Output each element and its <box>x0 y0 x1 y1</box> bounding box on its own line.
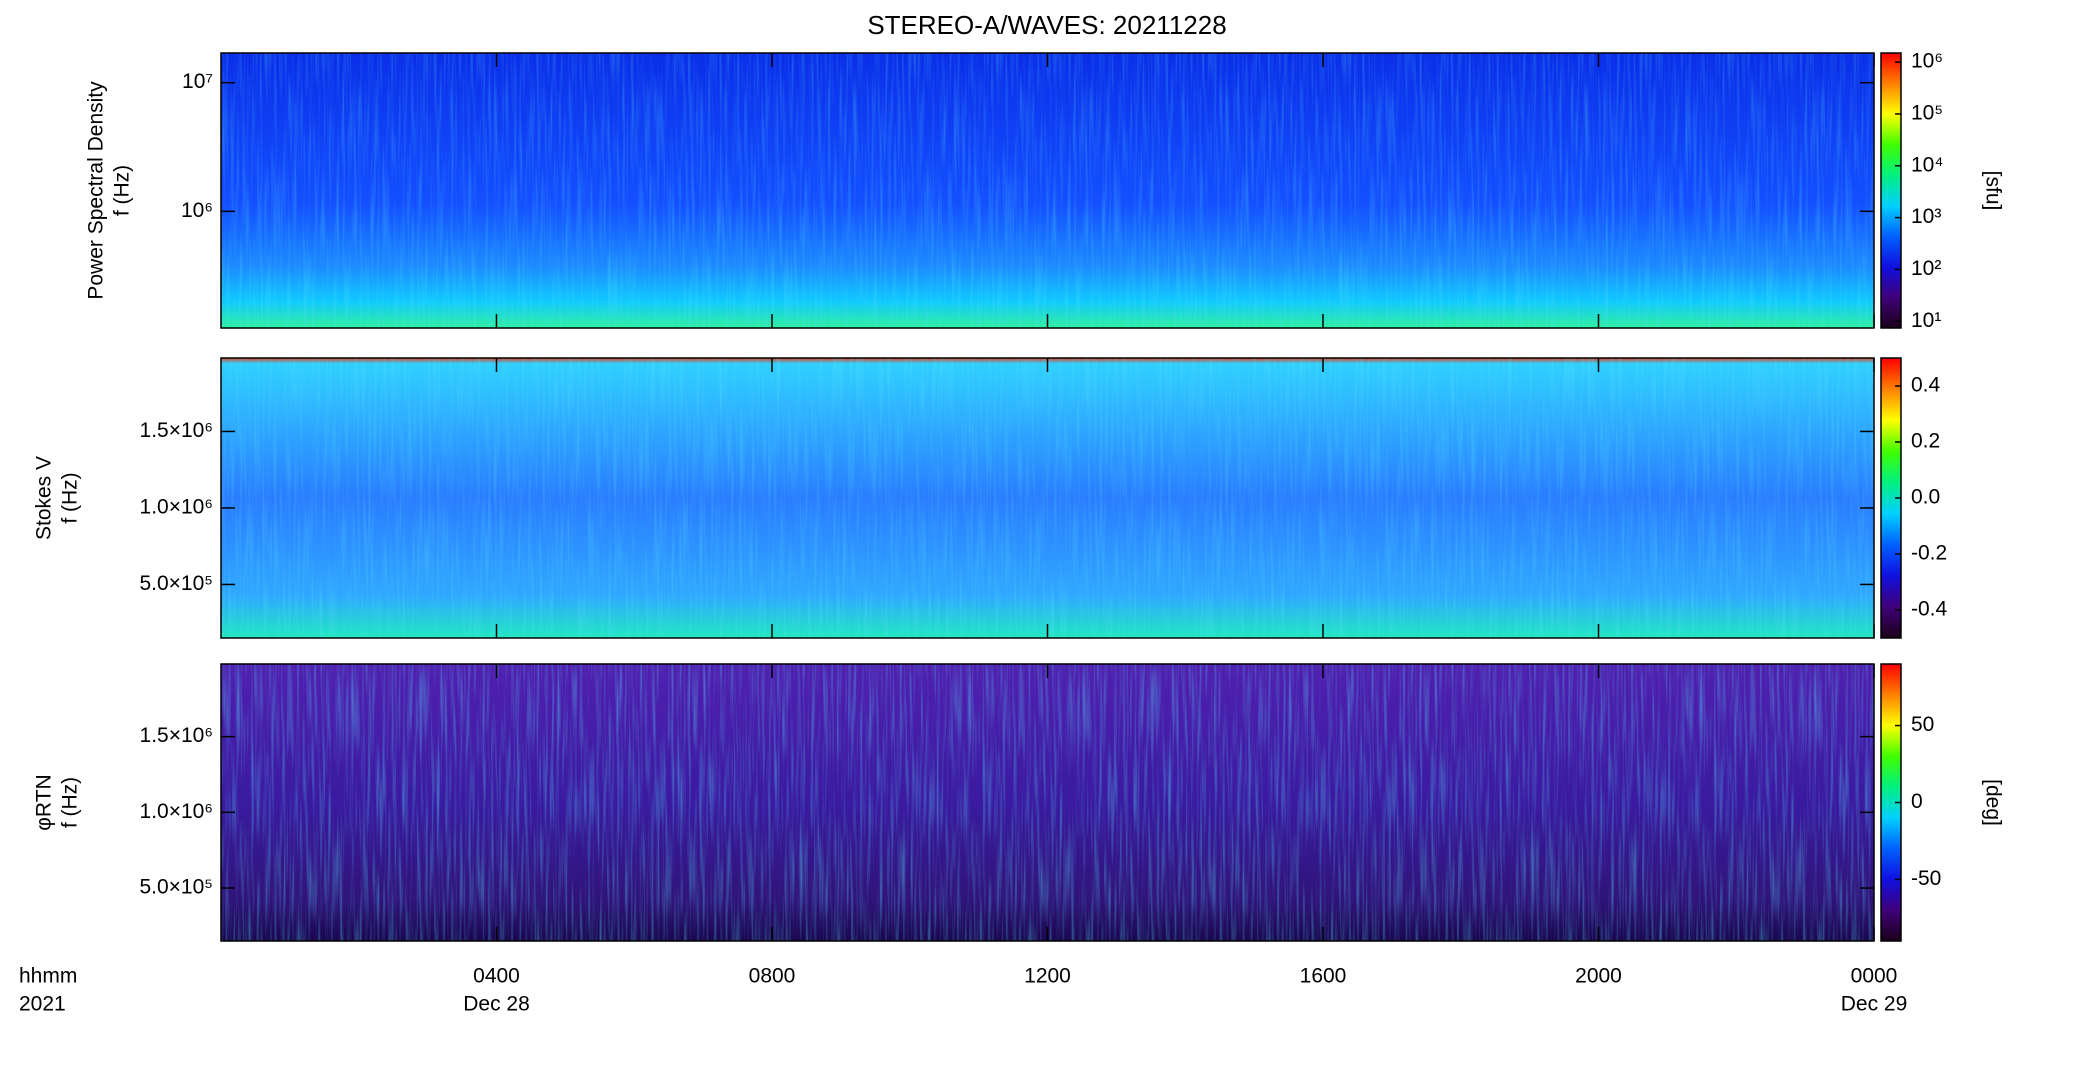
colorbar-tick-label: 10⁶ <box>1911 50 1943 73</box>
y-tick-label: 10⁷ <box>182 70 213 93</box>
x-tick-label: 1600 <box>1300 965 1347 988</box>
x-tick-label: 0000 <box>1851 965 1898 988</box>
colorbar-tick-label: 10⁵ <box>1911 101 1943 124</box>
y-tick-label: 1.0×10⁶ <box>140 495 213 518</box>
x-date-label: Dec 29 <box>1841 993 1908 1016</box>
year-label: 2021 <box>19 993 66 1016</box>
y-tick-label: 10⁶ <box>181 199 213 222</box>
y-tick-label: 1.5×10⁶ <box>140 724 213 747</box>
colorbar-tick-label: 0.4 <box>1911 374 1941 397</box>
colorbar-tick-label: 0.2 <box>1911 430 1940 453</box>
y-axis-label: f (Hz) <box>59 472 82 523</box>
colorbar-label: [sfu] <box>1981 171 2004 211</box>
x-tick-label: 1200 <box>1024 965 1071 988</box>
y-tick-label: 1.5×10⁶ <box>140 419 213 442</box>
colorbar-tick-label: -0.4 <box>1911 598 1948 621</box>
colorbar-tick-label: 10¹ <box>1911 309 1941 332</box>
spectrogram-texture <box>221 53 1874 328</box>
colorbar-tick-label: 10³ <box>1911 205 1941 228</box>
x-tick-label: 2000 <box>1575 965 1622 988</box>
colorbar-tick-label: 10⁴ <box>1911 153 1943 176</box>
y-axis-label: Power Spectral Density <box>85 81 108 300</box>
colorbar-tick-label: -50 <box>1911 867 1941 890</box>
x-date-label: Dec 28 <box>463 993 530 1016</box>
colorbar-tick-label: 0.0 <box>1911 486 1940 509</box>
colorbar-tick-label: 0 <box>1911 790 1923 813</box>
spectrogram-texture <box>221 664 1874 941</box>
x-tick-label: 0400 <box>473 965 520 988</box>
colorbar-tick-label: 50 <box>1911 713 1934 736</box>
x-tick-label: 0800 <box>749 965 796 988</box>
y-axis-label: Stokes V <box>33 456 56 540</box>
colorbar-tick-label: 10² <box>1911 257 1941 280</box>
spectrogram-texture <box>221 358 1874 638</box>
colorbar-tick-label: -0.2 <box>1911 542 1947 565</box>
x-axis-label: hhmm <box>19 965 77 988</box>
y-tick-label: 5.0×10⁵ <box>139 876 213 899</box>
chart-title: STEREO-A/WAVES: 20211228 <box>867 10 1226 40</box>
y-axis-label: f (Hz) <box>59 777 82 828</box>
y-axis-label: f (Hz) <box>111 165 134 216</box>
y-tick-label: 1.0×10⁶ <box>140 800 213 823</box>
y-tick-label: 5.0×10⁵ <box>139 572 213 595</box>
y-axis-label: φRTN <box>33 774 56 830</box>
colorbar <box>1880 52 1902 329</box>
colorbar-label: [deg] <box>1981 779 2004 826</box>
